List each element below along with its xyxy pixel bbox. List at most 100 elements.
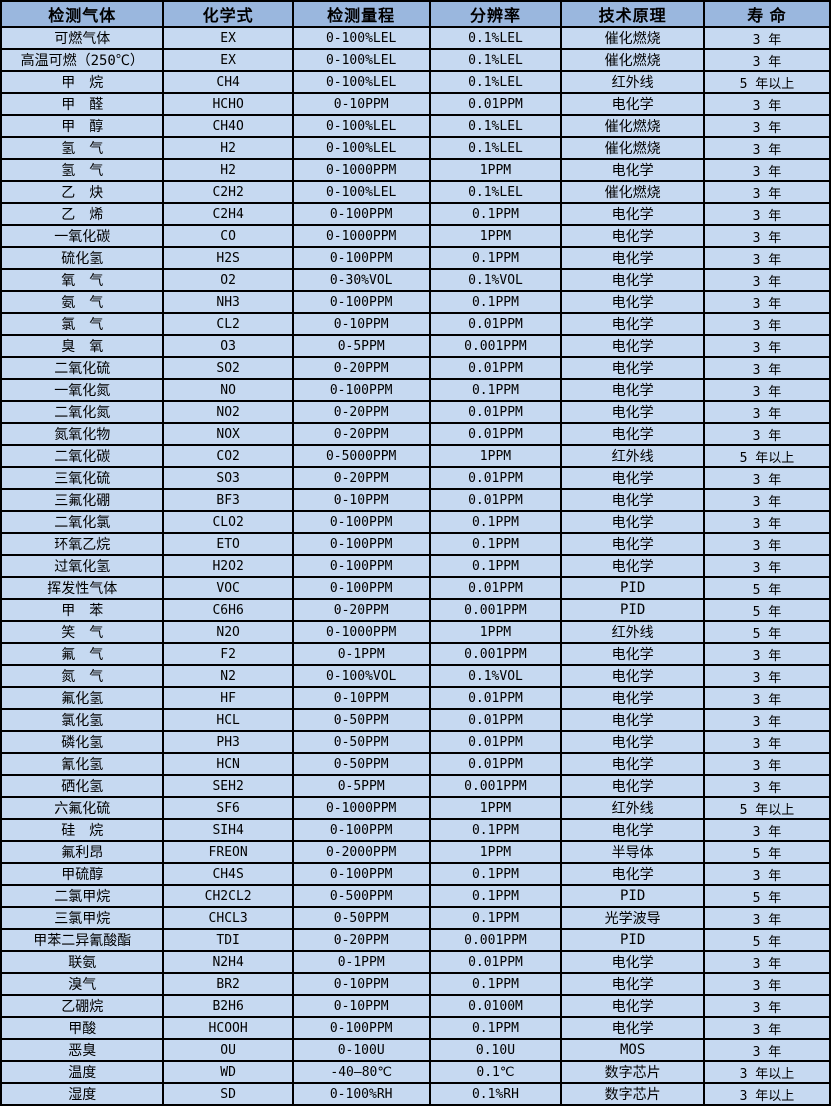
gas-name-cell: 乙 烯 (0, 202, 165, 226)
range-cell: 0-100PPM (291, 576, 431, 600)
gas-name-cell: 三氧化硫 (0, 466, 165, 490)
formula-cell: CH4O (162, 114, 294, 138)
resolution-cell: 0.01PPM (428, 466, 563, 490)
range-cell: 0-20PPM (291, 422, 431, 446)
principle-cell: 电化学 (560, 554, 705, 578)
lifespan-cell: 3 年 (702, 378, 831, 402)
formula-cell: F2 (162, 642, 294, 666)
table-row: 氨 气 NH3 0-100PPM 0.1PPM 电化学 3 年 (0, 290, 831, 314)
principle-cell: 电化学 (560, 994, 705, 1018)
range-cell: 0-20PPM (291, 928, 431, 952)
table-row: 甲硫醇 CH4S 0-100PPM 0.1PPM 电化学 3 年 (0, 862, 831, 886)
range-cell: 0-20PPM (291, 466, 431, 490)
table-row: 乙硼烷 B2H6 0-10PPM 0.0100M 电化学 3 年 (0, 994, 831, 1018)
table-row: 环氧乙烷 ETO 0-100PPM 0.1PPM 电化学 3 年 (0, 532, 831, 556)
principle-cell: 电化学 (560, 246, 705, 270)
table-row: 二氧化氯 CLO2 0-100PPM 0.1PPM 电化学 3 年 (0, 510, 831, 534)
lifespan-cell: 3 年 (702, 48, 831, 72)
resolution-cell: 0.1%RH (428, 1082, 563, 1106)
lifespan-cell: 3 年以上 (702, 1060, 831, 1084)
range-cell: 0-1000PPM (291, 224, 431, 248)
formula-cell: H2S (162, 246, 294, 270)
range-cell: 0-50PPM (291, 708, 431, 732)
range-cell: 0-20PPM (291, 400, 431, 424)
table-row: 可燃气体 EX 0-100%LEL 0.1%LEL 催化燃烧 3 年 (0, 26, 831, 50)
column-header-formula: 化学式 (162, 0, 294, 28)
table-row: 硫化氢 H2S 0-100PPM 0.1PPM 电化学 3 年 (0, 246, 831, 270)
lifespan-cell: 3 年 (702, 180, 831, 204)
table-row: 硒化氢 SEH2 0-5PPM 0.001PPM 电化学 3 年 (0, 774, 831, 798)
formula-cell: O2 (162, 268, 294, 292)
lifespan-cell: 3 年 (702, 752, 831, 776)
principle-cell: PID (560, 598, 705, 622)
column-header-principle: 技术原理 (560, 0, 705, 28)
range-cell: 0-10PPM (291, 92, 431, 116)
formula-cell: N2 (162, 664, 294, 688)
resolution-cell: 0.1PPM (428, 884, 563, 908)
resolution-cell: 0.01PPM (428, 312, 563, 336)
table-row: 一氧化氮 NO 0-100PPM 0.1PPM 电化学 3 年 (0, 378, 831, 402)
range-cell: 0-50PPM (291, 730, 431, 754)
table-row: 二氯甲烷 CH2CL2 0-500PPM 0.1PPM PID 5 年 (0, 884, 831, 908)
range-cell: 0-5PPM (291, 774, 431, 798)
gas-name-cell: 氨 气 (0, 290, 165, 314)
range-cell: 0-100%LEL (291, 136, 431, 160)
resolution-cell: 0.01PPM (428, 400, 563, 424)
formula-cell: SO3 (162, 466, 294, 490)
range-cell: 0-100%LEL (291, 26, 431, 50)
principle-cell: MOS (560, 1038, 705, 1062)
lifespan-cell: 3 年 (702, 488, 831, 512)
table-row: 三氯甲烷 CHCL3 0-50PPM 0.1PPM 光学波导 3 年 (0, 906, 831, 930)
lifespan-cell: 3 年 (702, 994, 831, 1018)
range-cell: 0-5000PPM (291, 444, 431, 468)
principle-cell: 电化学 (560, 268, 705, 292)
lifespan-cell: 3 年 (702, 356, 831, 380)
lifespan-cell: 5 年 (702, 840, 831, 864)
principle-cell: 电化学 (560, 158, 705, 182)
principle-cell: 电化学 (560, 752, 705, 776)
lifespan-cell: 3 年 (702, 818, 831, 842)
range-cell: 0-100%LEL (291, 70, 431, 94)
lifespan-cell: 5 年 (702, 598, 831, 622)
gas-name-cell: 高温可燃（250℃） (0, 48, 165, 72)
gas-name-cell: 恶臭 (0, 1038, 165, 1062)
formula-cell: C2H2 (162, 180, 294, 204)
range-cell: 0-2000PPM (291, 840, 431, 864)
formula-cell: SF6 (162, 796, 294, 820)
lifespan-cell: 3 年 (702, 906, 831, 930)
resolution-cell: 1PPM (428, 796, 563, 820)
formula-cell: VOC (162, 576, 294, 600)
table-row: 氟利昂 FREON 0-2000PPM 1PPM 半导体 5 年 (0, 840, 831, 864)
resolution-cell: 1PPM (428, 224, 563, 248)
column-header-resolution: 分辨率 (428, 0, 563, 28)
resolution-cell: 0.01PPM (428, 708, 563, 732)
gas-name-cell: 一氧化碳 (0, 224, 165, 248)
principle-cell: 电化学 (560, 290, 705, 314)
gas-name-cell: 一氧化氮 (0, 378, 165, 402)
table-row: 氰化氢 HCN 0-50PPM 0.01PPM 电化学 3 年 (0, 752, 831, 776)
formula-cell: NOX (162, 422, 294, 446)
principle-cell: 电化学 (560, 818, 705, 842)
resolution-cell: 0.1%VOL (428, 268, 563, 292)
lifespan-cell: 3 年 (702, 950, 831, 974)
resolution-cell: 0.01PPM (428, 422, 563, 446)
resolution-cell: 0.1PPM (428, 972, 563, 996)
principle-cell: 半导体 (560, 840, 705, 864)
principle-cell: 电化学 (560, 202, 705, 226)
range-cell: 0-1PPM (291, 642, 431, 666)
range-cell: 0-20PPM (291, 356, 431, 380)
table-row: 磷化氢 PH3 0-50PPM 0.01PPM 电化学 3 年 (0, 730, 831, 754)
formula-cell: HF (162, 686, 294, 710)
principle-cell: 电化学 (560, 686, 705, 710)
formula-cell: O3 (162, 334, 294, 358)
lifespan-cell: 3 年 (702, 268, 831, 292)
formula-cell: SIH4 (162, 818, 294, 842)
resolution-cell: 1PPM (428, 620, 563, 644)
formula-cell: TDI (162, 928, 294, 952)
principle-cell: 电化学 (560, 92, 705, 116)
lifespan-cell: 5 年以上 (702, 444, 831, 468)
lifespan-cell: 3 年 (702, 642, 831, 666)
formula-cell: H2 (162, 158, 294, 182)
principle-cell: 电化学 (560, 466, 705, 490)
principle-cell: 电化学 (560, 224, 705, 248)
